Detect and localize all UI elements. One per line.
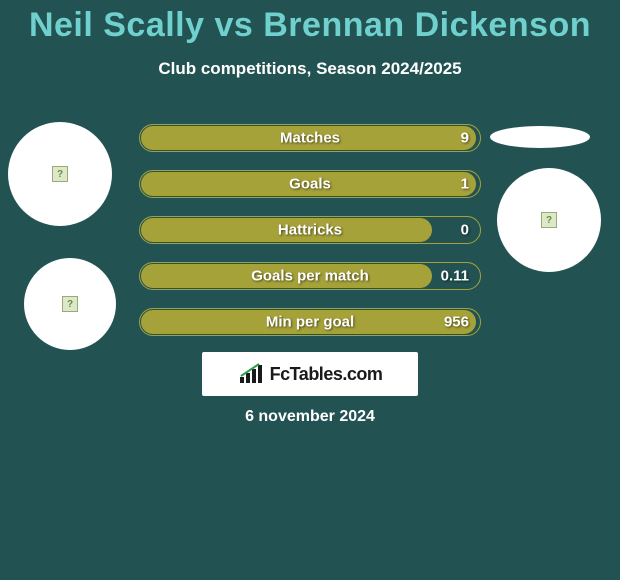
stat-value: 956: [444, 314, 469, 331]
stat-label: Goals: [289, 176, 331, 193]
page-date: 6 november 2024: [0, 408, 620, 426]
player-photo-left-1: ?: [8, 122, 112, 226]
placeholder-image-icon: ?: [541, 212, 557, 228]
stat-row: Hattricks 0: [139, 216, 481, 244]
brand-chart-icon: [238, 363, 266, 385]
player-photo-left-2: ?: [24, 258, 116, 350]
page-subtitle: Club competitions, Season 2024/2025: [0, 59, 620, 79]
stat-value: 0: [461, 222, 469, 239]
brand-label: FcTables.com: [270, 364, 383, 385]
stat-row: Min per goal 956: [139, 308, 481, 336]
stats-container: Matches 9 Goals 1 Hattricks 0 Goals per …: [139, 124, 481, 354]
brand-box: FcTables.com: [202, 352, 418, 396]
stat-row: Matches 9: [139, 124, 481, 152]
page-title: Neil Scally vs Brennan Dickenson: [0, 0, 620, 45]
stat-value: 1: [461, 176, 469, 193]
player-photo-right: ?: [497, 168, 601, 272]
placeholder-image-icon: ?: [52, 166, 68, 182]
stat-label: Matches: [280, 130, 340, 147]
stat-label: Hattricks: [278, 222, 342, 239]
placeholder-image-icon: ?: [62, 296, 78, 312]
stat-row: Goals per match 0.11: [139, 262, 481, 290]
stat-label: Goals per match: [251, 268, 369, 285]
stat-label: Min per goal: [266, 314, 354, 331]
player-photo-right-top: [490, 126, 590, 148]
stat-row: Goals 1: [139, 170, 481, 198]
stat-value: 0.11: [441, 268, 469, 285]
stat-value: 9: [461, 130, 469, 147]
